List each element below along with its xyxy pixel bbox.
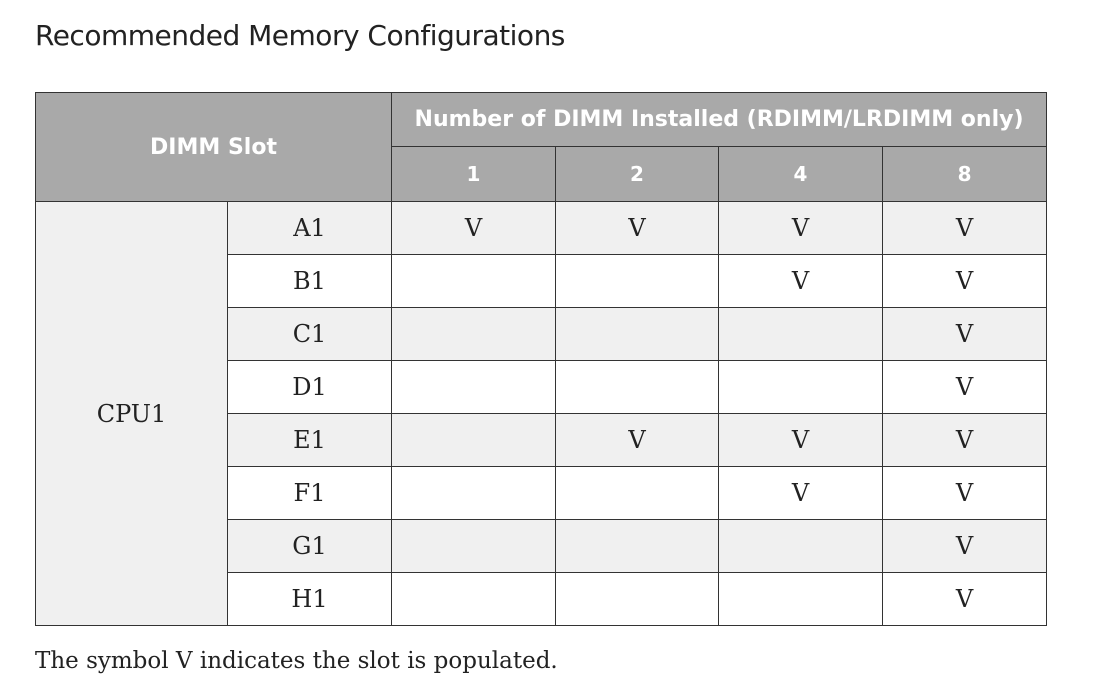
- page-title: Recommended Memory Configurations: [35, 19, 565, 52]
- config-cell: [555, 519, 720, 573]
- table-row: CPU1 A1 V V V V: [35, 201, 1048, 626]
- slot-label: H1: [226, 572, 393, 626]
- config-cell: V: [882, 413, 1048, 467]
- table-row: H1 V: [36, 572, 1048, 626]
- config-cell: V: [882, 360, 1048, 414]
- slot-label: G1: [226, 519, 393, 573]
- config-cell: [391, 254, 557, 308]
- slot-label: B1: [226, 254, 393, 308]
- config-cell: [718, 360, 884, 414]
- config-cell: [718, 519, 884, 573]
- config-cell: V: [882, 254, 1048, 308]
- slot-label: A1: [226, 201, 393, 255]
- slot-label: D1: [226, 360, 393, 414]
- dimm-count-header: Number of DIMM Installed (RDIMM/LRDIMM o…: [391, 92, 1048, 147]
- config-cell: V: [882, 572, 1048, 626]
- table-row: C1 V: [36, 307, 1048, 361]
- config-cell: [555, 307, 720, 361]
- config-cell: [555, 254, 720, 308]
- table-row: E1 V V V: [36, 413, 1048, 467]
- dimm-slot-header: DIMM Slot: [34, 92, 393, 202]
- slot-label: C1: [226, 307, 393, 361]
- count-header-2: 2: [555, 146, 720, 202]
- table-row: B1 V V: [36, 254, 1048, 308]
- config-cell: V: [718, 201, 884, 255]
- slot-label: F1: [226, 466, 393, 520]
- config-cell: [718, 307, 884, 361]
- table-row: G1 V: [36, 519, 1048, 573]
- config-cell: [391, 519, 557, 573]
- config-cell: V: [718, 254, 884, 308]
- table-row: F1 V V: [36, 466, 1048, 520]
- config-cell: V: [882, 519, 1048, 573]
- cpu-label: CPU1: [35, 201, 228, 626]
- table-row: D1 V: [36, 360, 1048, 414]
- config-cell: V: [718, 466, 884, 520]
- memory-config-table: DIMM Slot Number of DIMM Installed (RDIM…: [34, 92, 1048, 626]
- config-cell: [555, 572, 720, 626]
- config-cell: V: [391, 201, 557, 255]
- footnote: The symbol V indicates the slot is popul…: [35, 648, 558, 674]
- count-header-8: 8: [882, 146, 1048, 202]
- config-cell: [555, 466, 720, 520]
- count-header-1: 1: [391, 146, 557, 202]
- config-cell: [391, 360, 557, 414]
- config-cell: V: [882, 307, 1048, 361]
- config-cell: V: [882, 201, 1048, 255]
- count-header-4: 4: [718, 146, 884, 202]
- config-cell: V: [718, 413, 884, 467]
- config-cell: [718, 572, 884, 626]
- config-cell: V: [555, 201, 720, 255]
- config-cell: [391, 307, 557, 361]
- config-cell: V: [555, 413, 720, 467]
- config-cell: [391, 413, 557, 467]
- slot-label: E1: [226, 413, 393, 467]
- config-cell: [391, 466, 557, 520]
- config-cell: V: [882, 466, 1048, 520]
- config-cell: [391, 572, 557, 626]
- config-cell: [555, 360, 720, 414]
